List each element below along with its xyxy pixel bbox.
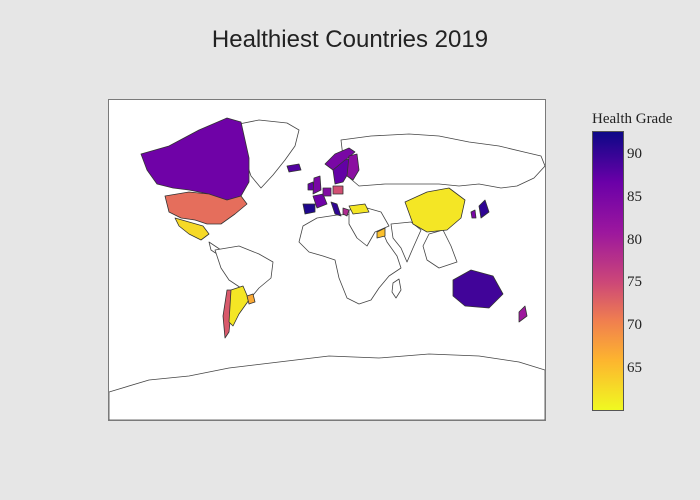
region-australia[interactable]	[452, 269, 504, 309]
land-southeast-asia	[422, 229, 458, 269]
world-map[interactable]	[109, 100, 545, 420]
region-new-zealand[interactable]	[518, 305, 528, 323]
region-south-korea[interactable]	[470, 209, 477, 219]
region-germany[interactable]	[322, 187, 332, 197]
region-kazakhstan[interactable]	[348, 203, 370, 215]
region-finland[interactable]	[346, 153, 360, 181]
colorbar-tick: 90	[627, 146, 642, 162]
land-russia	[340, 133, 545, 189]
region-united-kingdom[interactable]	[312, 175, 322, 195]
region-greece[interactable]	[342, 207, 350, 217]
colorbar-title: Health Grade	[592, 111, 673, 127]
region-argentina[interactable]	[228, 285, 250, 327]
colorbar-tick: 80	[627, 232, 642, 248]
region-poland[interactable]	[332, 185, 344, 195]
colorbar	[592, 131, 624, 411]
region-mexico[interactable]	[174, 217, 210, 241]
region-japan[interactable]	[478, 199, 490, 219]
region-uruguay[interactable]	[246, 293, 256, 305]
land-madagascar	[391, 278, 402, 299]
region-china[interactable]	[404, 187, 466, 233]
colorbar-tick: 65	[627, 360, 642, 376]
colorbar-tick: 70	[627, 317, 642, 333]
map-frame[interactable]	[108, 99, 546, 421]
chart-title: Healthiest Countries 2019	[211, 26, 489, 53]
land-middle-asia	[348, 207, 390, 247]
region-oman[interactable]	[376, 227, 386, 239]
colorbar-tick: 85	[627, 189, 642, 205]
land-antarctica	[109, 353, 545, 420]
land-south-america-north	[214, 245, 274, 301]
region-france[interactable]	[312, 193, 328, 209]
colorbar-tick: 75	[627, 274, 642, 290]
region-united-states[interactable]	[164, 191, 248, 225]
region-iceland[interactable]	[286, 163, 302, 173]
region-canada[interactable]	[140, 117, 250, 203]
region-spain[interactable]	[302, 203, 316, 215]
region-italy[interactable]	[330, 201, 342, 217]
